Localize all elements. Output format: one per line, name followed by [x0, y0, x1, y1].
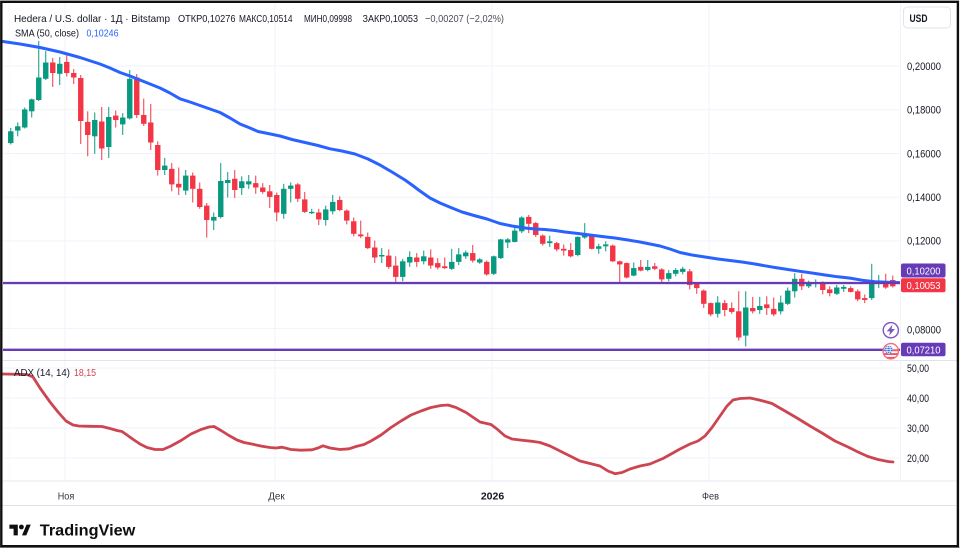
svg-text:40,00: 40,00: [907, 393, 929, 405]
svg-text:2026: 2026: [481, 491, 505, 503]
svg-text:ЗАКР0,10053: ЗАКР0,10053: [363, 13, 419, 25]
svg-text:МИН0,09998: МИН0,09998: [304, 13, 352, 25]
svg-text:50,00: 50,00: [907, 363, 929, 375]
svg-text:30,00: 30,00: [907, 423, 929, 435]
svg-text:0,18000: 0,18000: [907, 105, 941, 117]
svg-text:0,10053: 0,10053: [907, 280, 941, 292]
svg-text:0,10246: 0,10246: [87, 28, 119, 40]
svg-text:ОТКР0,10276: ОТКР0,10276: [178, 13, 236, 25]
svg-text:МАКС0,10514: МАКС0,10514: [239, 13, 293, 25]
svg-text:0,16000: 0,16000: [907, 148, 941, 160]
svg-text:20,00: 20,00: [907, 453, 929, 465]
svg-text:Ноя: Ноя: [58, 491, 75, 503]
svg-text:0,20000: 0,20000: [907, 61, 941, 73]
svg-text:SMA (50, close): SMA (50, close): [15, 28, 79, 40]
svg-text:0,14000: 0,14000: [907, 192, 941, 204]
svg-text:0,10200: 0,10200: [907, 265, 941, 277]
svg-text:18,15: 18,15: [74, 367, 96, 379]
svg-text:Фев: Фев: [702, 491, 719, 503]
svg-text:TradingView: TradingView: [40, 523, 136, 540]
svg-text:−0,00207 (−2,02%): −0,00207 (−2,02%): [425, 13, 504, 25]
svg-text:0,07210: 0,07210: [907, 344, 941, 356]
svg-text:Hedera / U.S. dollar · 1Д · Bi: Hedera / U.S. dollar · 1Д · Bitstamp: [14, 13, 170, 25]
svg-text:0,12000: 0,12000: [907, 236, 941, 248]
svg-text:0,08000: 0,08000: [907, 324, 941, 336]
svg-text:Дек: Дек: [268, 491, 285, 503]
svg-text:USD: USD: [910, 13, 928, 25]
svg-text:ADX (14, 14): ADX (14, 14): [14, 367, 70, 379]
